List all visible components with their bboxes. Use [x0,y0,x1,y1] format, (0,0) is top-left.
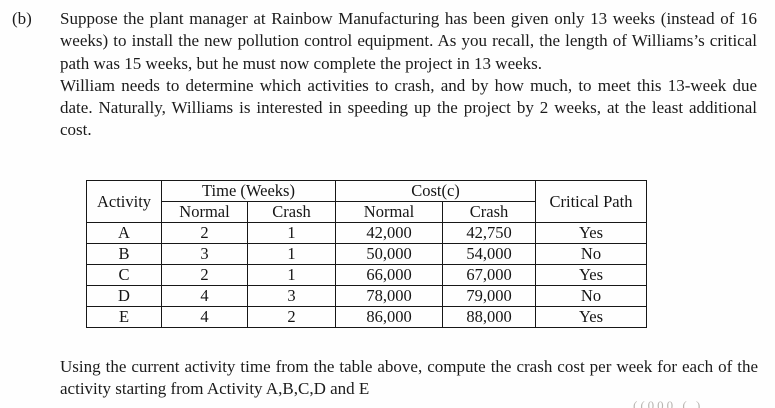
cell-critical-path: No [535,243,647,265]
cell-cost-normal: 66,000 [335,264,443,286]
header-critical-path: Critical Path [535,180,647,223]
cell-cost-crash: 54,000 [442,243,536,265]
header-cost-normal: Normal [335,201,443,223]
closing-instruction: Using the current activity time from the… [60,356,758,401]
cell-time-normal: 4 [161,306,248,328]
problem-paragraph-2: William needs to determine which activit… [60,75,757,140]
part-label: (b) [12,9,32,28]
problem-paragraph-1: Suppose the plant manager at Rainbow Man… [60,9,757,73]
cell-activity: D [86,285,162,307]
activity-crash-table: Activity Time (Weeks) Cost(c) Critical P… [86,180,647,328]
cell-cost-normal: 78,000 [335,285,443,307]
cell-time-crash: 1 [247,222,336,244]
cutoff-text-fragment: ((000 ( ) [633,399,704,408]
cell-time-normal: 2 [161,264,248,286]
cell-cost-crash: 42,750 [442,222,536,244]
cell-activity: B [86,243,162,265]
header-cost-group: Cost(c) [335,180,536,202]
table-row: C 2 1 66,000 67,000 Yes [86,264,647,286]
cell-critical-path: Yes [535,264,647,286]
cell-cost-crash: 88,000 [442,306,536,328]
table-header-row-1: Activity Time (Weeks) Cost(c) Critical P… [86,180,647,223]
cell-time-normal: 3 [161,243,248,265]
cell-critical-path: Yes [535,306,647,328]
cell-cost-crash: 79,000 [442,285,536,307]
cell-cost-normal: 42,000 [335,222,443,244]
cell-time-crash: 2 [247,306,336,328]
cell-time-normal: 4 [161,285,248,307]
cell-time-normal: 2 [161,222,248,244]
cell-cost-normal: 50,000 [335,243,443,265]
cell-activity: A [86,222,162,244]
cell-time-crash: 1 [247,243,336,265]
cell-time-crash: 1 [247,264,336,286]
table-row: B 3 1 50,000 54,000 No [86,243,647,265]
cell-critical-path: No [535,285,647,307]
header-time-crash: Crash [247,201,336,223]
cell-cost-crash: 67,000 [442,264,536,286]
cell-critical-path: Yes [535,222,647,244]
header-time-normal: Normal [161,201,248,223]
problem-statement: Suppose the plant manager at Rainbow Man… [60,8,757,142]
table-row: A 2 1 42,000 42,750 Yes [86,222,647,244]
table-row: E 4 2 86,000 88,000 Yes [86,306,647,328]
header-time-group: Time (Weeks) [161,180,336,202]
table-row: D 4 3 78,000 79,000 No [86,285,647,307]
closing-paragraph: Using the current activity time from the… [60,357,758,399]
header-activity: Activity [86,180,162,223]
cell-cost-normal: 86,000 [335,306,443,328]
cell-activity: E [86,306,162,328]
cell-activity: C [86,264,162,286]
cell-time-crash: 3 [247,285,336,307]
header-cost-crash: Crash [442,201,536,223]
